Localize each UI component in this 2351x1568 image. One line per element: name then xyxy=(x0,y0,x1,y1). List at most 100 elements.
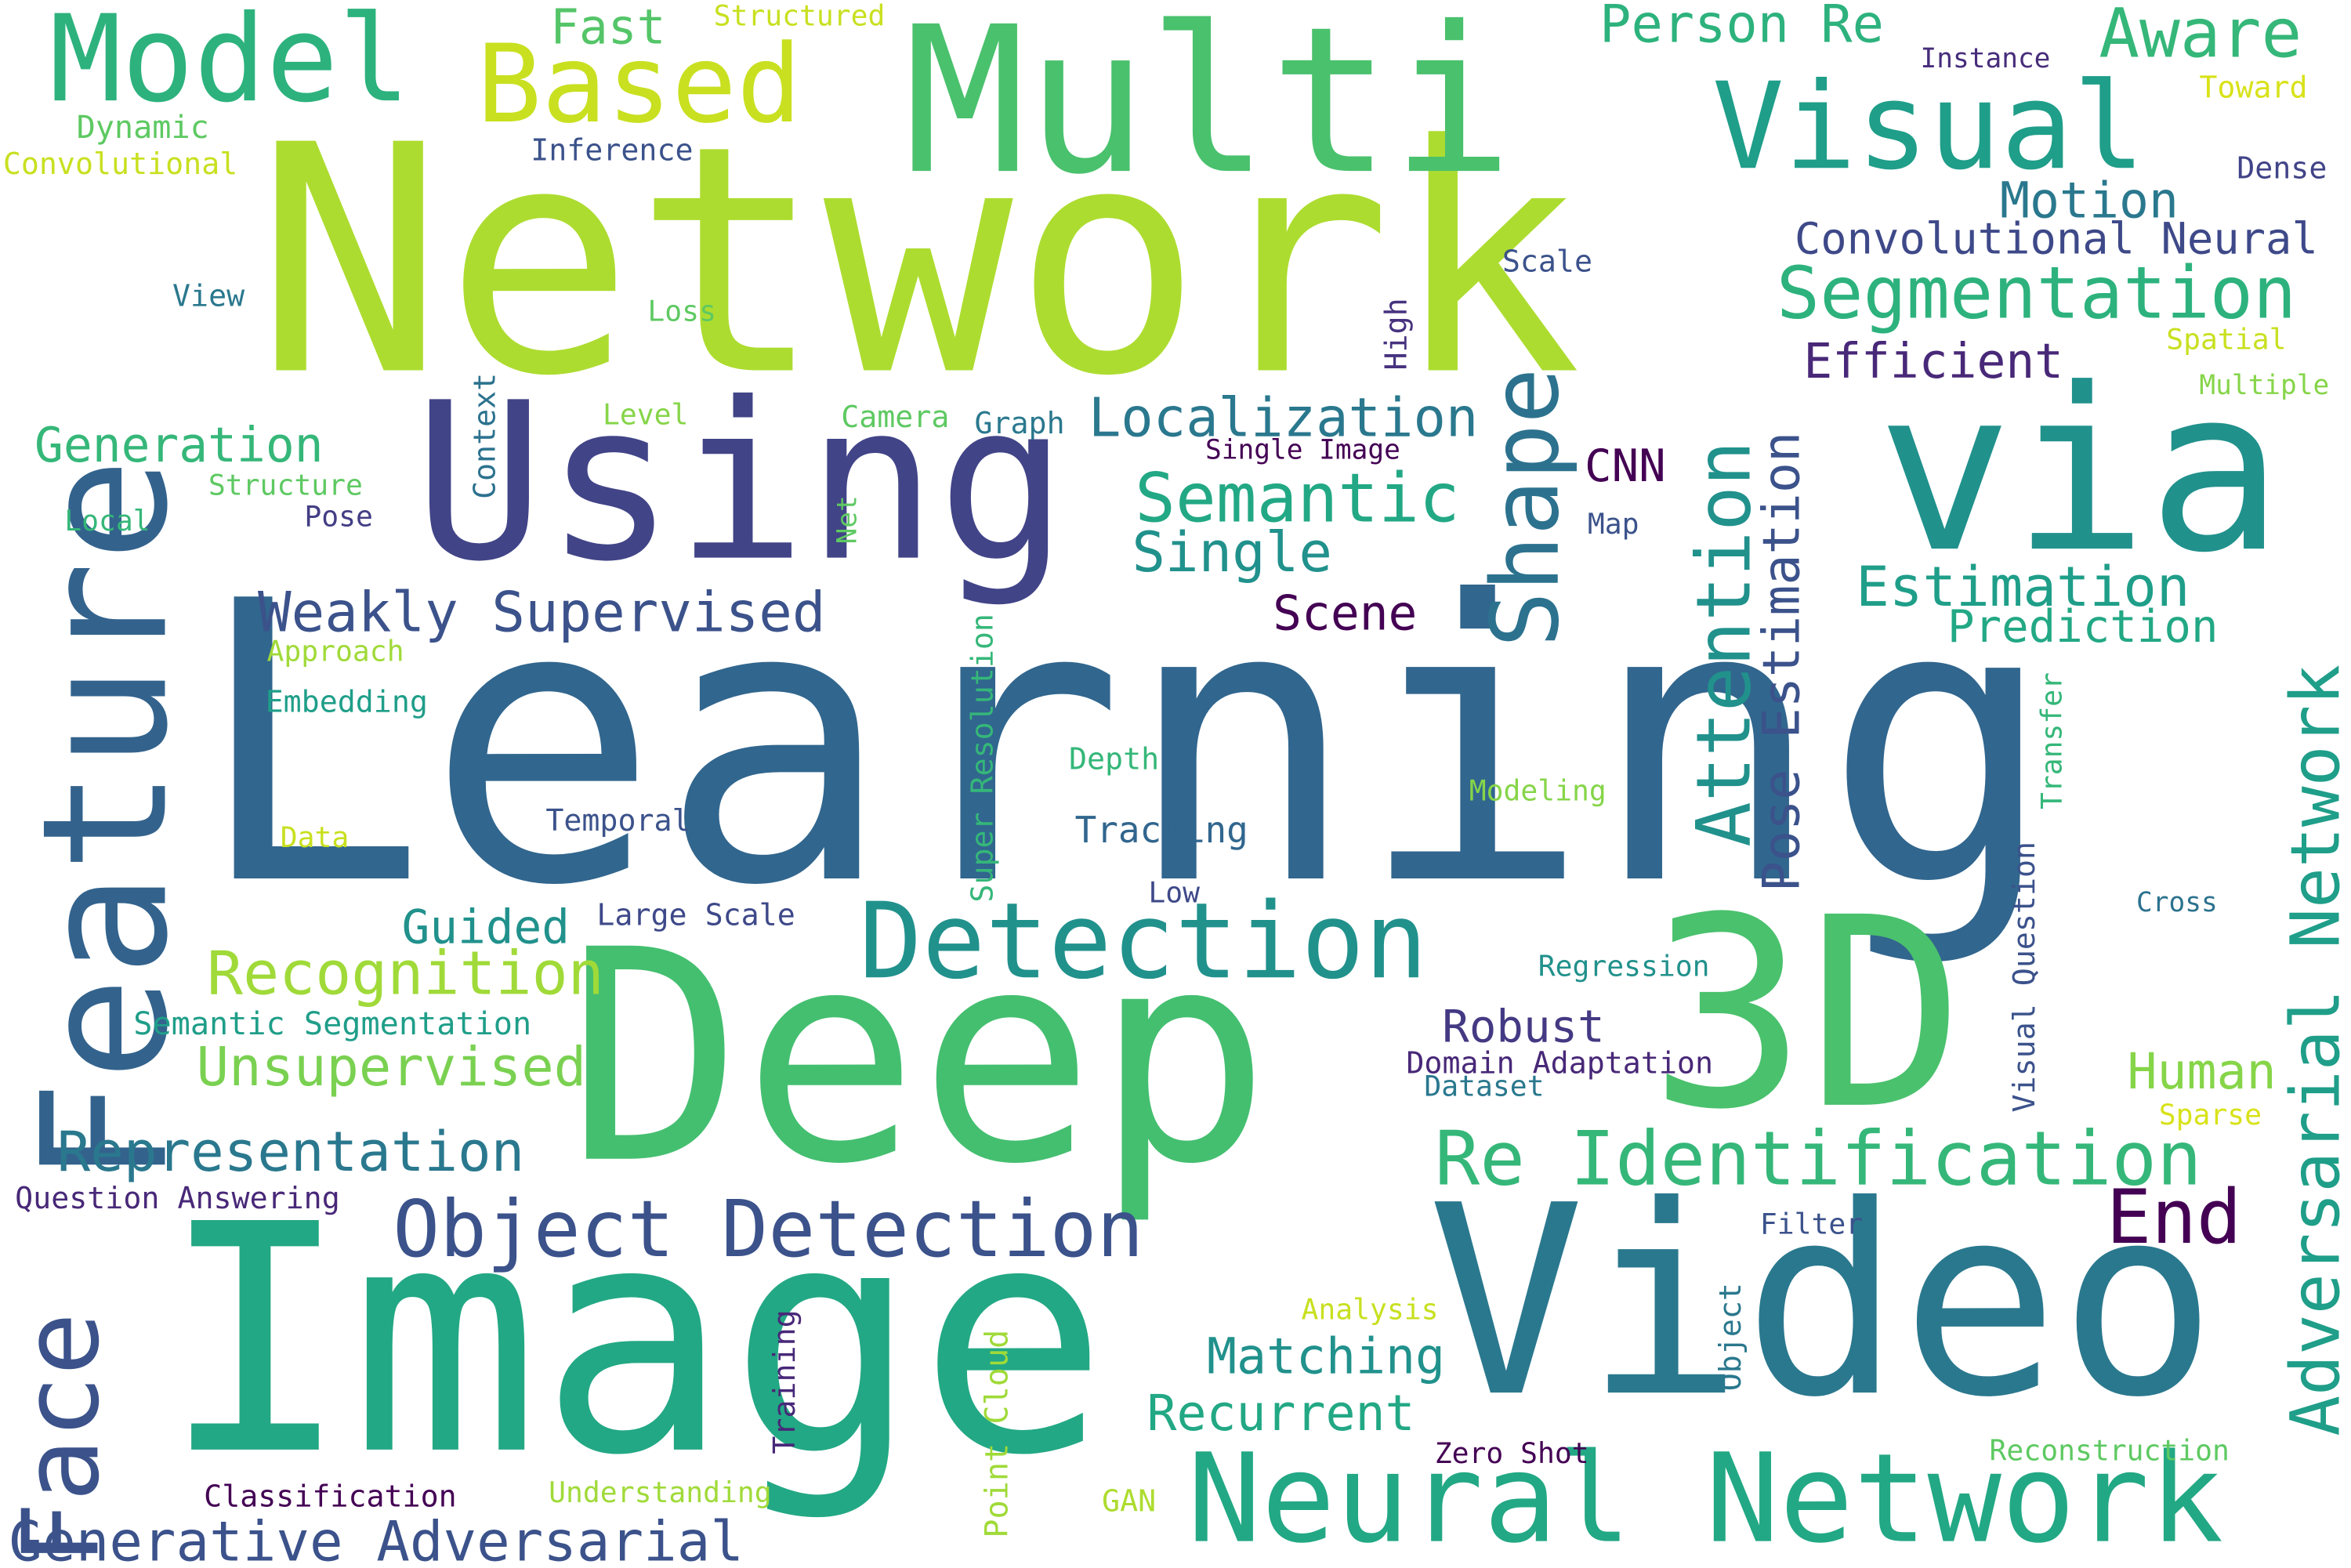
word-feature: Feature xyxy=(5,458,207,1185)
word-efficient: Efficient xyxy=(1803,332,2064,390)
word-domain-adaptation: Domain Adaptation xyxy=(1406,1045,1713,1081)
word-prediction: Prediction xyxy=(1947,601,2219,654)
word-attention: Attention xyxy=(1680,440,1768,847)
word-segmentation: Segmentation xyxy=(1776,252,2297,336)
word-scale: Scale xyxy=(1502,242,1593,279)
word-3d: 3D xyxy=(1649,863,1965,1168)
word-estimation: Estimation xyxy=(1856,554,2190,620)
word-structure: Structure xyxy=(208,469,363,502)
word-data: Data xyxy=(280,821,350,855)
word-shape: Shape xyxy=(1470,368,1581,648)
word-context: Context xyxy=(465,372,502,500)
word-training: Training xyxy=(766,1309,802,1454)
word-motion: Motion xyxy=(1999,171,2179,230)
word-object: Object xyxy=(1712,1283,1748,1392)
word-understanding: Understanding xyxy=(549,1476,772,1510)
word-structured: Structured xyxy=(713,0,886,34)
word-dense: Dense xyxy=(2237,150,2327,186)
word-dataset: Dataset xyxy=(1424,1070,1545,1103)
word-depth: Depth xyxy=(1068,741,1160,777)
word-filter: Filter xyxy=(1759,1208,1864,1241)
word-visual-question: Visual Question xyxy=(2005,841,2042,1113)
word-detection: Detection xyxy=(859,879,1428,1003)
word-transfer: Transfer xyxy=(2035,672,2069,810)
word-end: End xyxy=(2106,1173,2242,1261)
word-question-answering: Question Answering xyxy=(15,1179,340,1216)
word-re-identification: Re Identification xyxy=(1434,1115,2202,1203)
word-camera: Camera xyxy=(841,398,950,435)
word-using: Using xyxy=(413,357,1069,610)
word-fast: Fast xyxy=(550,0,666,56)
word-generation: Generation xyxy=(34,416,324,474)
word-inference: Inference xyxy=(531,132,694,168)
word-semantic: Semantic xyxy=(1135,458,1460,538)
word-classification: Classification xyxy=(204,1478,457,1515)
word-map: Map xyxy=(1587,508,1639,541)
word-temporal: Temporal xyxy=(545,802,690,838)
word-video: Video xyxy=(1427,1151,2217,1456)
word-gan: GAN xyxy=(1102,1482,1157,1519)
word-graph: Graph xyxy=(974,404,1065,441)
word-super-resolution: Super Resolution xyxy=(964,614,1000,903)
word-based: Based xyxy=(476,20,802,147)
word-via: via xyxy=(1877,342,2284,603)
word-recognition: Recognition xyxy=(206,940,604,1009)
word-image: Image xyxy=(160,1157,1109,1525)
word-generative-adversarial: Generative Adversarial xyxy=(9,1509,744,1568)
word-matching: Matching xyxy=(1206,1327,1446,1385)
word-adversarial-network: Adversarial Network xyxy=(2275,664,2351,1436)
word-regression: Regression xyxy=(1538,950,1710,983)
word-modeling: Modeling xyxy=(1469,775,1607,809)
word-local: Local xyxy=(64,505,150,538)
word-reconstruction: Reconstruction xyxy=(1989,1434,2230,1468)
word-sparse: Sparse xyxy=(2158,1099,2262,1132)
word-deep: Deep xyxy=(567,887,1271,1228)
word-semantic-segmentation: Semantic Segmentation xyxy=(133,1005,532,1042)
word-object-detection: Object Detection xyxy=(393,1186,1144,1276)
word-level: Level xyxy=(603,398,689,432)
word-unsupervised: Unsupervised xyxy=(196,1037,587,1099)
word-dynamic: Dynamic xyxy=(76,109,209,146)
word-high: High xyxy=(1378,298,1414,371)
word-view: View xyxy=(172,277,245,313)
word-guided: Guided xyxy=(401,900,570,955)
word-approach: Approach xyxy=(266,636,404,669)
word-instance: Instance xyxy=(1920,43,2051,75)
word-human: Human xyxy=(2127,1041,2277,1101)
word-cross: Cross xyxy=(2136,887,2218,919)
word-multiple: Multiple xyxy=(2199,370,2330,402)
word-convolutional: Convolutional xyxy=(2,145,238,182)
word-recurrent: Recurrent xyxy=(1147,1383,1415,1443)
word-toward: Toward xyxy=(2199,68,2308,105)
word-spatial: Spatial xyxy=(2166,324,2287,357)
word-pose-estimation: Pose Estimation xyxy=(1752,431,1813,893)
word-point-cloud: Point Cloud xyxy=(979,1329,1016,1538)
word-neural-network: Neural Network xyxy=(1187,1429,2224,1568)
word-visual: Visual xyxy=(1712,56,2146,197)
word-network: Network xyxy=(255,78,1582,446)
word-localization: Localization xyxy=(1088,388,1479,450)
word-robust: Robust xyxy=(1442,1001,1605,1054)
word-model: Model xyxy=(49,0,411,129)
word-person-re: Person Re xyxy=(1599,0,1884,56)
word-scene: Scene xyxy=(1273,585,1418,642)
word-single-image: Single Image xyxy=(1205,434,1400,466)
word-tracking: Tracking xyxy=(1074,809,1248,852)
word-embedding: Embedding xyxy=(265,683,428,720)
word-convolutional-neural: Convolutional Neural xyxy=(1794,212,2318,264)
word-cnn: CNN xyxy=(1585,440,1666,494)
word-aware: Aware xyxy=(2099,0,2302,74)
word-weakly-supervised: Weakly Supervised xyxy=(258,580,826,645)
word-loss: Loss xyxy=(647,295,716,328)
word-large-scale: Large Scale xyxy=(596,896,795,932)
word-representation: Representation xyxy=(56,1120,525,1185)
word-net: Net xyxy=(831,495,864,545)
word-low: Low xyxy=(1148,877,1201,911)
word-analysis: Analysis xyxy=(1301,1293,1439,1327)
word-learning: Learning xyxy=(193,520,2056,970)
word-single: Single xyxy=(1132,520,1332,585)
word-zero-shot: Zero Shot xyxy=(1434,1437,1589,1471)
word-multi: Multi xyxy=(904,0,1513,219)
word-pose: Pose xyxy=(304,500,373,534)
